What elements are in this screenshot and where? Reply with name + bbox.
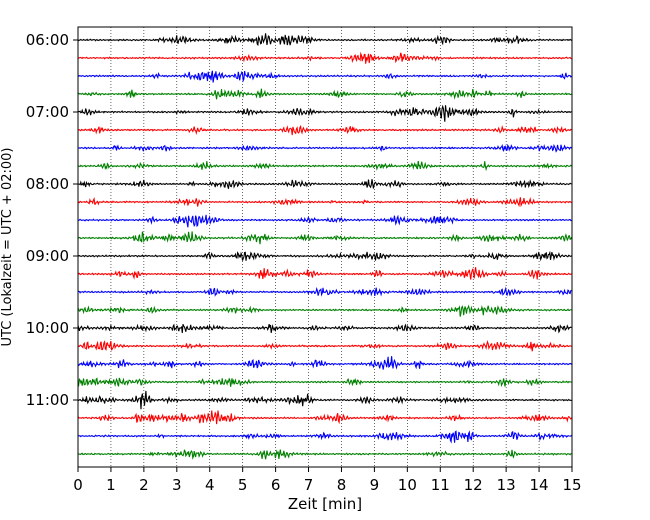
x-tick-label: 15 [562, 476, 581, 494]
seismic-trace [77, 33, 572, 47]
x-tick-label: 4 [205, 476, 215, 494]
x-tick-label: 8 [337, 476, 347, 494]
grid-lines [110, 27, 540, 467]
seismic-trace [77, 250, 572, 262]
seismic-trace [77, 51, 572, 64]
seismic-trace [77, 143, 572, 153]
x-tick-label: 11 [431, 476, 450, 494]
seismic-trace [77, 356, 572, 370]
seismic-trace [77, 304, 572, 317]
x-tick-label: 14 [530, 476, 549, 494]
plot-frame [77, 26, 573, 468]
x-tick-label: 6 [271, 476, 281, 494]
x-tick-label: 7 [304, 476, 314, 494]
x-tick-label: 0 [73, 476, 83, 494]
x-tick-label: 2 [139, 476, 149, 494]
seismic-trace [77, 390, 572, 410]
x-tick-label: 13 [497, 476, 516, 494]
x-axis-ticks: 0 1 2 3 4 5 6 7 8 9 10 11 12 13 14 15 [73, 467, 582, 494]
seismic-trace [77, 196, 572, 208]
seismic-trace [77, 339, 572, 352]
seismic-trace [77, 104, 572, 122]
x-tick-label: 5 [238, 476, 248, 494]
seismic-trace [77, 267, 572, 280]
y-axis-label: UTC (Lokalzeit = UTC + 02:00) [0, 148, 15, 347]
seismic-trace [77, 124, 572, 136]
y-tick-label: 07:00 [26, 103, 69, 121]
seismic-trace [77, 231, 573, 245]
y-tick-label: 10:00 [26, 319, 69, 337]
seismic-trace [77, 179, 572, 189]
seismic-traces [77, 33, 573, 460]
y-tick-label: 08:00 [26, 175, 69, 193]
x-axis-label: Zeit [min] [288, 495, 362, 513]
seismic-trace [77, 377, 572, 388]
seismic-trace [77, 430, 572, 444]
x-tick-label: 12 [464, 476, 483, 494]
seismic-trace [77, 449, 572, 460]
seismic-trace [77, 410, 572, 425]
x-tick-label: 9 [370, 476, 380, 494]
x-tick-label: 3 [172, 476, 182, 494]
y-tick-label: 09:00 [26, 247, 69, 265]
seismic-trace [77, 160, 572, 172]
seismic-trace [77, 88, 572, 100]
y-tick-label: 11:00 [26, 391, 69, 409]
seismic-trace [77, 286, 572, 297]
y-tick-label: 06:00 [26, 31, 69, 49]
plot-background [78, 27, 572, 467]
y-axis-ticks: 06:00 07:00 08:00 09:00 10:00 11:00 [26, 31, 78, 409]
x-tick-label: 1 [106, 476, 116, 494]
x-tick-label: 10 [398, 476, 417, 494]
seismic-trace [77, 214, 572, 228]
seismic-trace [77, 323, 572, 334]
seismic-trace [77, 70, 572, 83]
